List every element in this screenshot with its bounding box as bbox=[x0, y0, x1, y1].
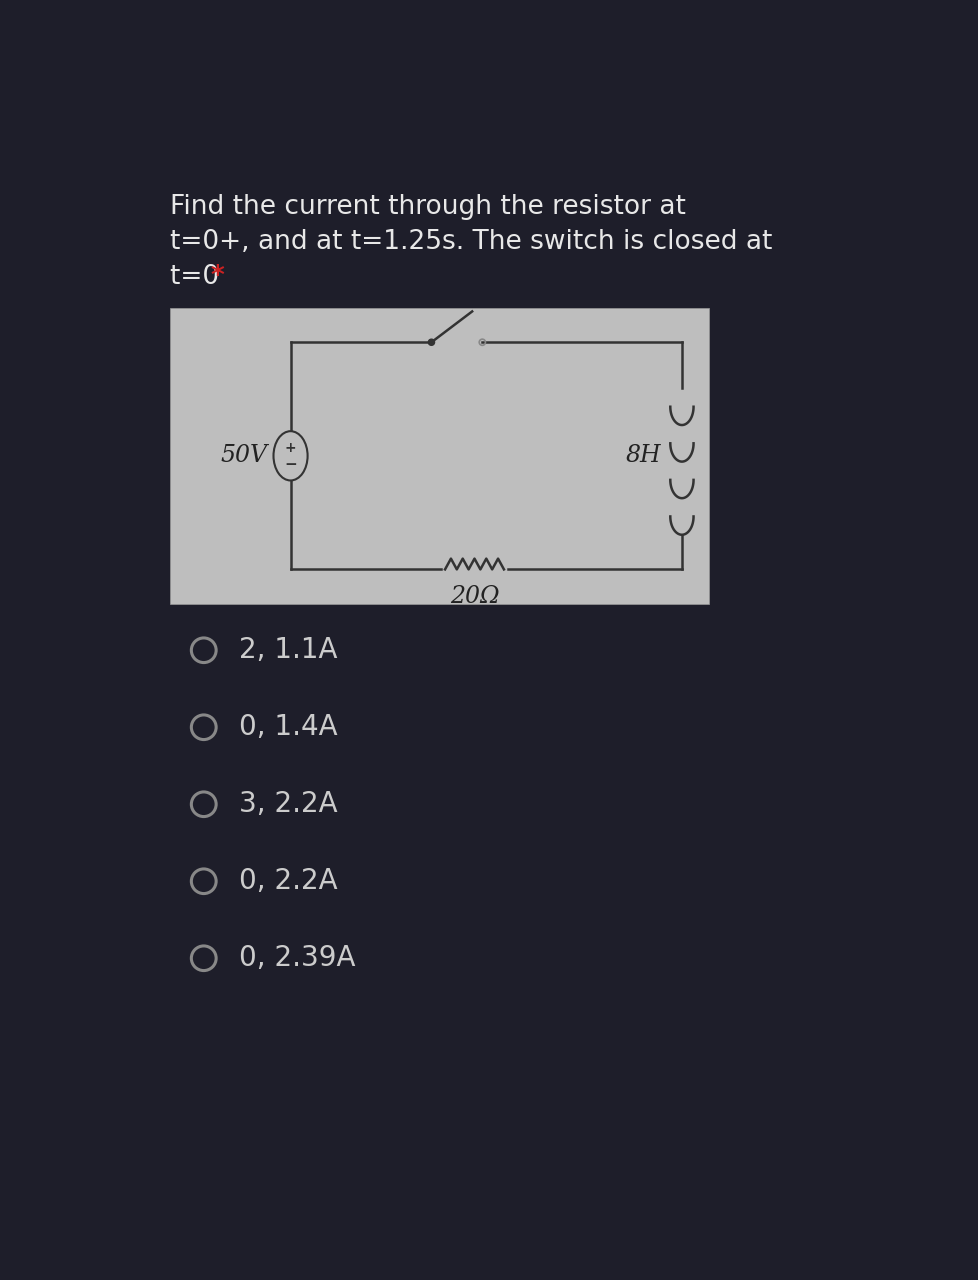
Text: 0, 2.2A: 0, 2.2A bbox=[239, 868, 336, 895]
Bar bbox=[170, 307, 708, 604]
Text: 0, 2.39A: 0, 2.39A bbox=[239, 945, 355, 973]
Text: 20Ω: 20Ω bbox=[449, 585, 499, 608]
Text: 50V: 50V bbox=[220, 444, 267, 467]
Text: 3, 2.2A: 3, 2.2A bbox=[239, 790, 336, 818]
Text: t=0: t=0 bbox=[170, 265, 228, 291]
Text: 2, 1.1A: 2, 1.1A bbox=[239, 636, 336, 664]
Text: −: − bbox=[284, 457, 296, 472]
Ellipse shape bbox=[273, 431, 307, 480]
Text: 8H: 8H bbox=[625, 444, 660, 467]
Text: t=0+, and at t=1.25s. The switch is closed at: t=0+, and at t=1.25s. The switch is clos… bbox=[170, 229, 772, 255]
Text: 0, 1.4A: 0, 1.4A bbox=[239, 713, 336, 741]
Text: Find the current through the resistor at: Find the current through the resistor at bbox=[170, 193, 686, 220]
Circle shape bbox=[428, 339, 434, 346]
Text: +: + bbox=[285, 442, 296, 456]
Text: *: * bbox=[210, 265, 224, 291]
